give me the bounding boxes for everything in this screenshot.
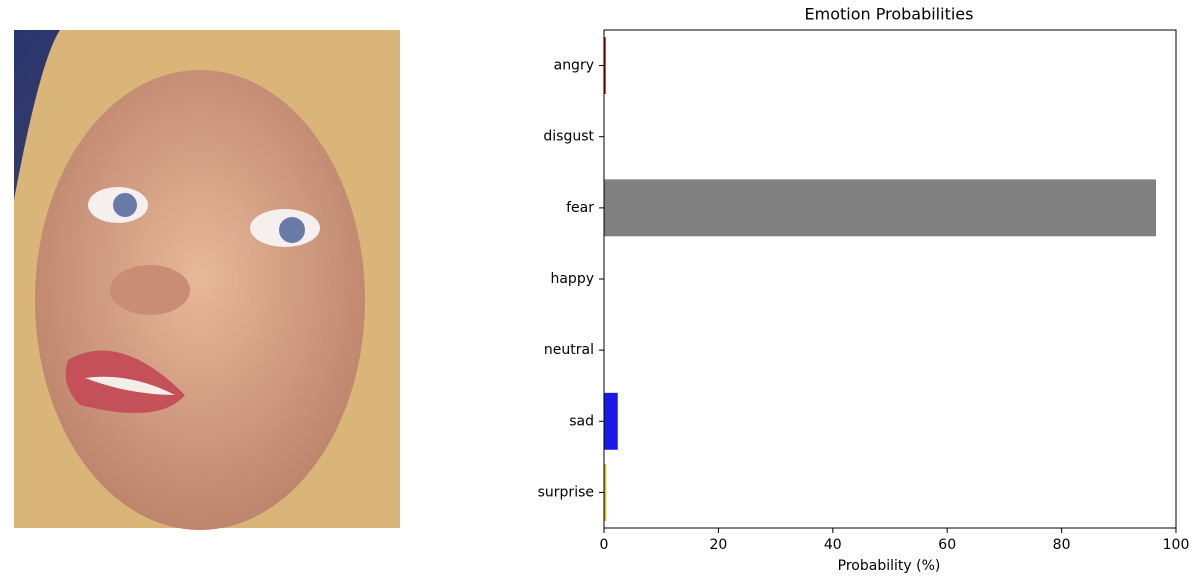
x-axis-label: Probability (%) [838, 558, 941, 574]
x-tick-label: 80 [1053, 537, 1071, 553]
bar [604, 392, 618, 450]
y-tick-label: disgust [543, 129, 594, 145]
x-tick-label: 0 [600, 537, 609, 553]
bar [604, 179, 1156, 237]
plot-frame [603, 29, 1177, 529]
bar [604, 37, 606, 95]
y-tick-label: fear [566, 200, 594, 216]
y-tick-label: angry [554, 58, 594, 74]
x-tick-label: 40 [824, 537, 842, 553]
bar [604, 463, 607, 521]
y-tick-label: neutral [544, 342, 594, 358]
x-tick-label: 60 [938, 537, 956, 553]
y-tick-label: surprise [538, 484, 594, 500]
face-photo [14, 30, 400, 530]
y-tick-label: happy [550, 271, 594, 287]
plot-area: 0 20 40 60 80 100 angry disgust fear happy neutral… [538, 37, 1190, 553]
y-tick-label: sad [569, 413, 594, 429]
x-tick-label: 100 [1163, 537, 1190, 553]
x-tick-label: 20 [709, 537, 727, 553]
chart-title: Emotion Probabilities [805, 5, 974, 24]
